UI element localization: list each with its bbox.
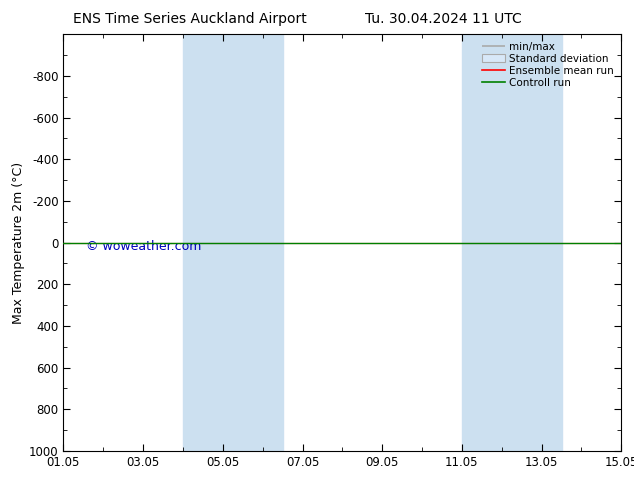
Text: © woweather.com: © woweather.com — [86, 241, 201, 253]
Text: Tu. 30.04.2024 11 UTC: Tu. 30.04.2024 11 UTC — [365, 12, 522, 26]
Legend: min/max, Standard deviation, Ensemble mean run, Controll run: min/max, Standard deviation, Ensemble me… — [480, 40, 616, 90]
Bar — [183, 34, 283, 451]
Y-axis label: Max Temperature 2m (°C): Max Temperature 2m (°C) — [12, 162, 25, 323]
Bar — [462, 34, 562, 451]
Text: ENS Time Series Auckland Airport: ENS Time Series Auckland Airport — [74, 12, 307, 26]
